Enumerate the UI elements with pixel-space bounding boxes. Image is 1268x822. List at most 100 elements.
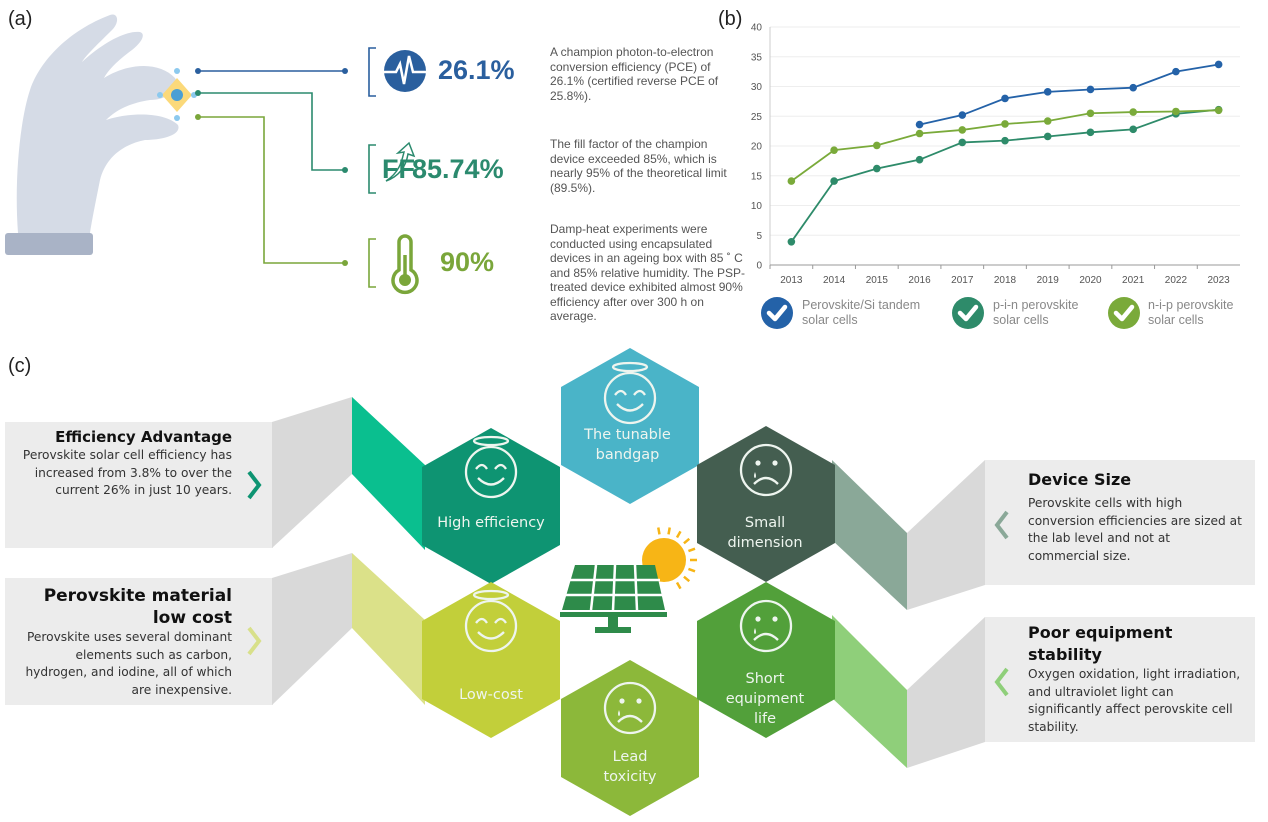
check-icon [1113,304,1135,322]
card-body: Oxygen oxidation, light irradiation, and… [1028,667,1241,734]
sun-ray [675,581,682,590]
halo [611,361,649,373]
card-title: Efficiency Advantage [55,428,232,446]
ribbons [5,397,1255,768]
data-point [1086,128,1095,137]
x-tick-label: 2020 [1079,275,1102,286]
x-tick-label: 2014 [823,275,846,286]
check-icon [766,304,788,322]
hexagon-cluster [422,348,835,816]
card-body: Perovskite uses several dominant element… [25,630,232,697]
legend-item-pin: p-i-n perovskite solar cells [993,298,1079,327]
card-poor-stability: Poor equipment stability Oxygen oxidatio… [1028,622,1243,736]
y-tick-label: 5 [756,231,762,242]
x-tick-label: 2019 [1037,275,1060,286]
happy-face-icon [464,589,518,653]
data-point [787,237,796,246]
sun-ray [683,537,691,545]
legend [761,297,1140,329]
sad-face-icon [739,599,793,653]
y-tick-label: 15 [751,171,763,182]
data-point [1172,67,1180,76]
x-tick-label: 2015 [866,275,889,286]
data-point [830,146,838,154]
check-icon [957,304,979,322]
data-point [1043,88,1052,96]
sun-ray [675,530,682,539]
halo [472,435,510,447]
y-tick-label: 35 [751,52,763,63]
pce-description: A champion photon-to-electron conversion… [550,45,719,103]
stability-description: Damp-heat experiments were conducted usi… [550,222,745,323]
data-point [1001,94,1009,103]
x-tick-label: 2018 [994,275,1017,286]
data-point [873,164,881,173]
data-point [1214,60,1223,69]
happy-face-icon [464,435,518,499]
data-point [1086,109,1095,118]
sun-ray [688,547,696,553]
halo [472,589,510,601]
sad-face-icon [739,443,793,497]
data-point [830,177,838,185]
data-point [787,177,796,185]
data-point [958,126,967,134]
ff-value: 85.74% [412,154,504,184]
data-point [915,120,924,129]
data-point [1172,107,1180,116]
happy-face-icon [603,361,657,425]
hex-label-high-efficiency: High efficiency [437,515,545,531]
sad-face-icon [603,681,657,735]
data-point [958,138,967,147]
y-tick-label: 40 [751,23,763,34]
hexagon [697,582,835,738]
hex-label-small-dimension: Small dimension [727,515,803,551]
data-point [873,141,881,150]
x-tick-label: 2022 [1165,275,1188,286]
card-title: Device Size [1028,470,1132,489]
y-tick-label: 25 [751,112,763,123]
data-point [1129,83,1137,92]
hand-illustration [5,14,197,255]
y-tick-label: 20 [751,142,763,153]
x-tick-label: 2017 [951,275,974,286]
hex-label-lead-toxicity: Lead toxicity [603,749,657,785]
check-circle-icon [952,297,984,329]
card-device-size: Device Size Perovskite cells with high c… [1028,470,1243,565]
stability-value: 90% [440,247,495,277]
y-tick-label: 0 [756,261,762,272]
panel-b-label: (b) [718,8,743,30]
data-point [1001,120,1009,128]
x-tick-label: 2013 [780,275,803,286]
hexagon [422,428,560,584]
data-point [915,129,924,138]
hexagon [697,426,835,582]
data-point [1043,117,1052,125]
check-circle-icon [1108,297,1140,329]
data-point [1086,85,1095,94]
tear [754,472,756,478]
sun-ray [683,575,691,583]
card-body: Perovskite cells with high conversion ef… [1028,496,1242,563]
data-point [915,155,924,164]
hex-label-tunable-bandgap: The tunable bandgap [584,427,671,463]
y-tick-label: 10 [751,201,763,212]
thermometer-icon [391,234,419,295]
card-title: Poor equipment stability [1028,623,1173,664]
data-point [1129,108,1137,116]
check-circle-icon [761,297,793,329]
legend-item-nip: n-i-p perovskite solar cells [1148,298,1234,327]
data-point [958,111,967,119]
hexagon [561,348,699,504]
data-point [1043,132,1052,141]
sun-ray [688,567,696,573]
panel-c-label: (c) [8,355,32,377]
efficiency-line-chart: 0 5 10 15 20 25 30 35 40 2013 2014 2015 2016 2017 2018… [751,23,1240,286]
card-efficiency-advantage: Efficiency Advantage Perovskite solar ce… [20,428,232,500]
ff-prefix: FF [382,154,415,184]
hexagon [422,582,560,738]
sun-ray [667,527,671,535]
panel-a-label: (a) [8,8,33,30]
hex-label-short-life: Short equipment life [725,671,805,727]
